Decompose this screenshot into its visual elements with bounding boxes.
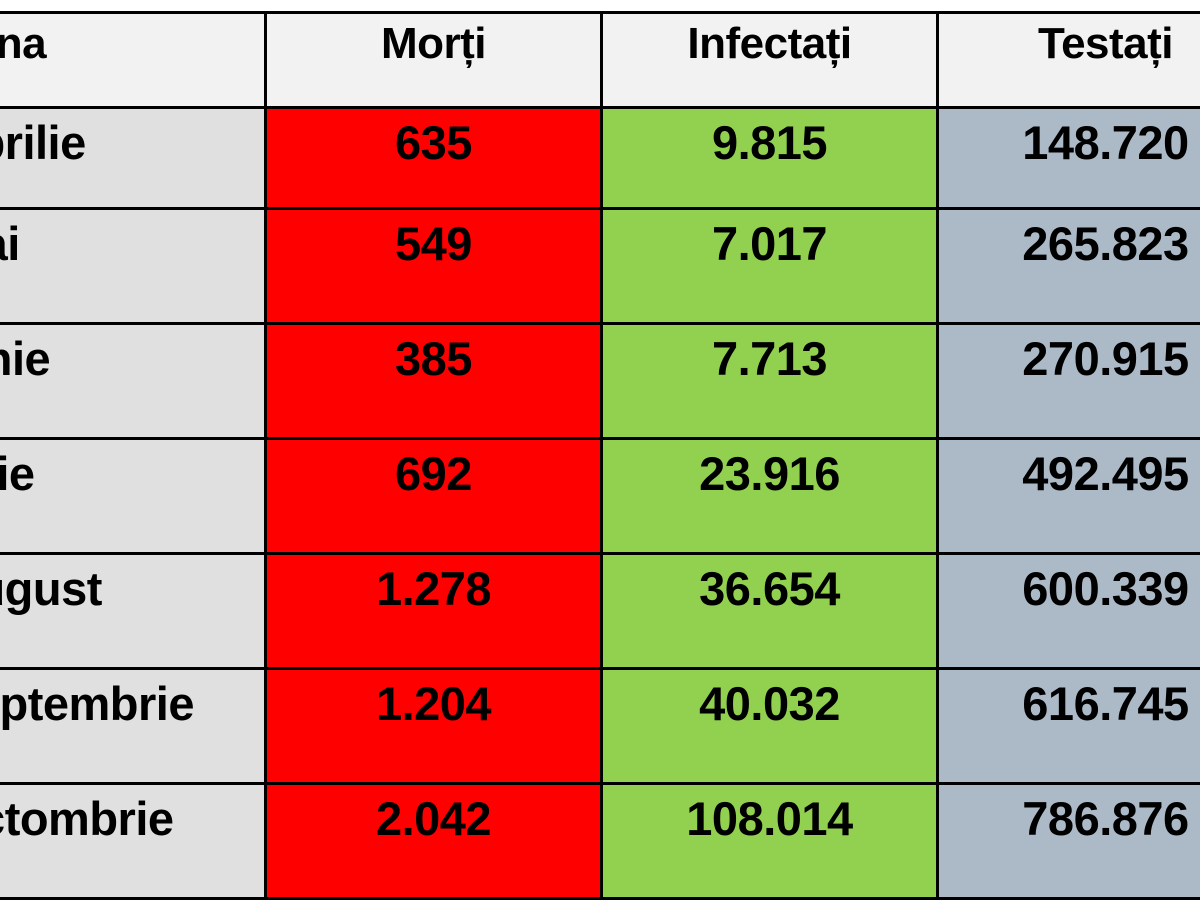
deaths-cell: 635	[264, 106, 603, 210]
infected-cell: 7.017	[600, 207, 939, 325]
deaths-cell: 1.204	[264, 667, 603, 785]
tested-cell: 786.876	[936, 782, 1200, 900]
tested-cell: 492.495	[936, 437, 1200, 555]
infected-cell: 36.654	[600, 552, 939, 670]
infected-cell: 9.815	[600, 106, 939, 210]
table-row: August 1.278 36.654 600.339	[0, 552, 1200, 670]
table-row: Mai 549 7.017 265.823	[0, 207, 1200, 325]
table-row: Iunie 385 7.713 270.915	[0, 322, 1200, 440]
deaths-cell: 692	[264, 437, 603, 555]
month-cell: August	[0, 552, 267, 670]
col-header-luna: Luna	[0, 11, 267, 109]
tested-cell: 600.339	[936, 552, 1200, 670]
tested-cell: 265.823	[936, 207, 1200, 325]
table-row: Septembrie 1.204 40.032 616.745	[0, 667, 1200, 785]
deaths-cell: 385	[264, 322, 603, 440]
month-cell: Octombrie	[0, 782, 267, 900]
month-cell: Septembrie	[0, 667, 267, 785]
infected-cell: 108.014	[600, 782, 939, 900]
table-row: Octombrie 2.042 108.014 786.876	[0, 782, 1200, 900]
col-header-morti: Morți	[264, 11, 603, 109]
tested-cell: 270.915	[936, 322, 1200, 440]
table-row: Iulie 692 23.916 492.495	[0, 437, 1200, 555]
col-header-testati: Testați	[936, 11, 1200, 109]
table-header-row: Luna Morți Infectați Testați	[0, 11, 1200, 109]
deaths-cell: 549	[264, 207, 603, 325]
month-cell: Mai	[0, 207, 267, 325]
col-header-infectati: Infectați	[600, 11, 939, 109]
month-cell: Iulie	[0, 437, 267, 555]
table-row: Aprilie 635 9.815 148.720	[0, 106, 1200, 210]
infected-cell: 23.916	[600, 437, 939, 555]
tested-cell: 148.720	[936, 106, 1200, 210]
covid-monthly-stats-table: Luna Morți Infectați Testați Aprilie 635…	[0, 11, 1200, 900]
month-cell: Aprilie	[0, 106, 267, 210]
tested-cell: 616.745	[936, 667, 1200, 785]
month-cell: Iunie	[0, 322, 267, 440]
infected-cell: 40.032	[600, 667, 939, 785]
infected-cell: 7.713	[600, 322, 939, 440]
deaths-cell: 1.278	[264, 552, 603, 670]
deaths-cell: 2.042	[264, 782, 603, 900]
